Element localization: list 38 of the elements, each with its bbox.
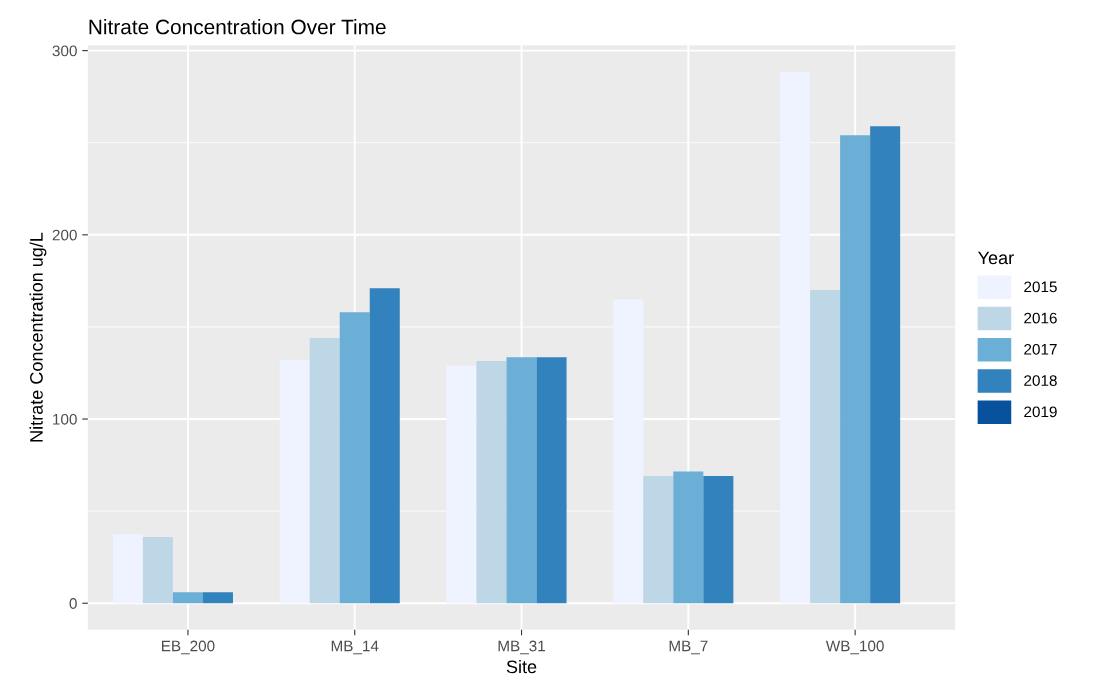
bar [172, 592, 203, 604]
legend-title: Year [978, 251, 1014, 265]
bar [673, 471, 704, 604]
bar [703, 476, 734, 604]
bar [202, 592, 233, 604]
bar [112, 534, 143, 604]
legend-label: 2015 [1024, 281, 1057, 293]
x-axis-title: Site [506, 659, 537, 674]
legend-label: 2017 [1024, 343, 1057, 355]
bar [339, 312, 370, 604]
bar [142, 536, 173, 604]
legend-label: 2019 [1024, 406, 1057, 418]
bar [506, 357, 537, 604]
legend-label: 2016 [1024, 312, 1057, 324]
x-tick-label: MB_7 [669, 640, 708, 655]
bar [613, 299, 644, 604]
y-tick-label: 0 [69, 598, 77, 609]
y-axis-title: Nitrate Concentration ug/L [29, 232, 47, 442]
bar [810, 290, 841, 604]
x-tick-label: WB_100 [825, 640, 884, 655]
y-tick-label: 300 [52, 45, 77, 57]
bar [309, 337, 340, 604]
bar [840, 135, 871, 604]
bar [536, 357, 567, 604]
bar [870, 126, 901, 604]
x-tick-label: MB_31 [498, 640, 545, 655]
y-tick-label: 200 [52, 229, 77, 241]
bar [643, 476, 674, 604]
x-tick-label: MB_14 [331, 640, 379, 655]
bar [780, 71, 811, 604]
x-tick-label: EB_200 [162, 640, 215, 655]
legend-label: 2018 [1024, 375, 1057, 386]
bar [279, 360, 310, 604]
bar [369, 288, 400, 604]
y-tick-label: 100 [53, 413, 77, 425]
bar [476, 361, 507, 604]
chart-title: Nitrate Concentration Over Time [89, 19, 386, 35]
bar [446, 365, 477, 604]
